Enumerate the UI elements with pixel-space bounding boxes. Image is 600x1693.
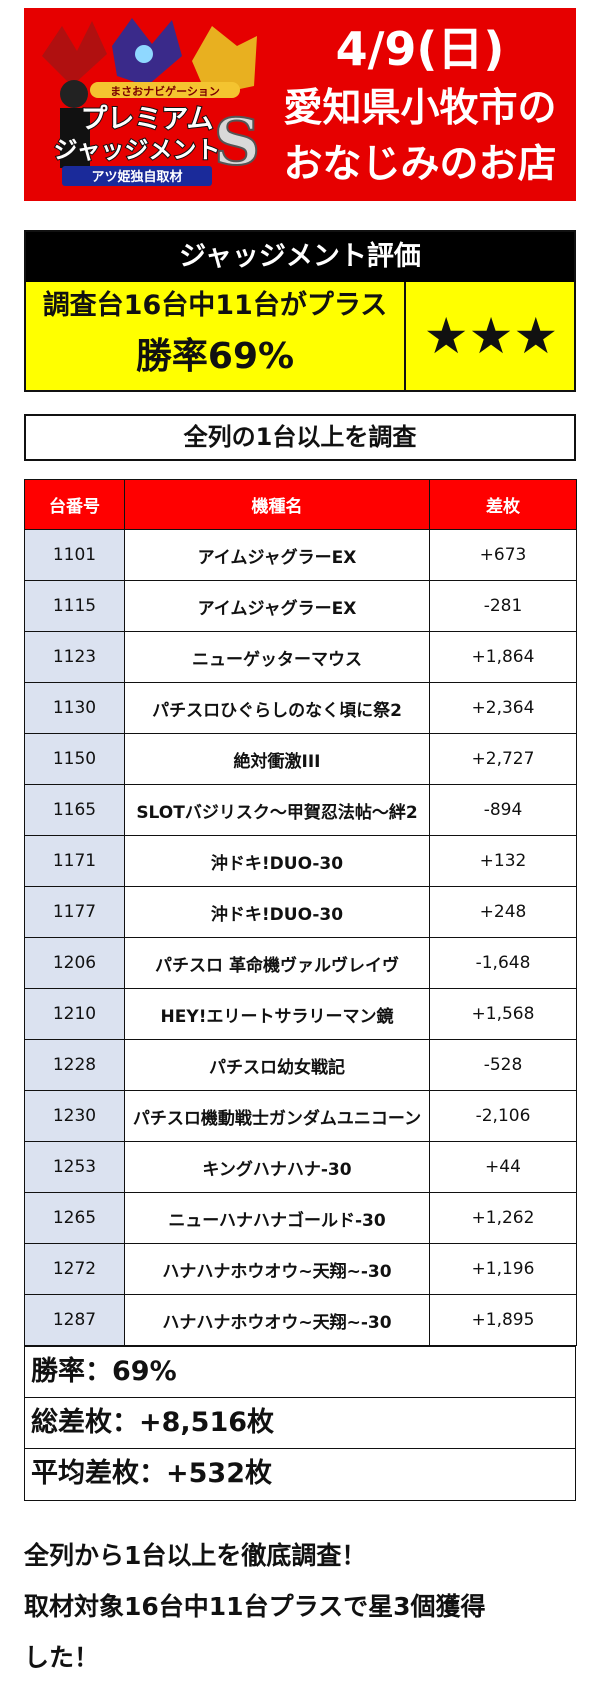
judgment-win-rate: 勝率69% [135, 336, 295, 377]
machine-number: 1210 [24, 988, 125, 1040]
machine-number: 1272 [24, 1243, 125, 1295]
summary-box: 勝率：69% 総差枚：+8,516枚 平均差枚：+532枚 [24, 1346, 576, 1501]
machine-model: パチスロ機動戦士ガンダムユニコーン [124, 1090, 430, 1142]
table-row: 1171 沖ドキ!DUO-30 +132 [24, 835, 577, 887]
machine-model: ニューゲッターマウス [124, 631, 430, 683]
coin-diff: +1,196 [429, 1243, 577, 1295]
judgment-header: ジャッジメント評価 [26, 232, 574, 282]
table-row: 1287 ハナハナホウオウ~天翔~-30 +1,895 [24, 1294, 577, 1346]
logo-main-text-1: プレミアム [80, 104, 213, 135]
coin-diff: +1,568 [429, 988, 577, 1040]
coin-diff: -2,106 [429, 1090, 577, 1142]
coin-diff: +673 [429, 529, 577, 581]
table-row: 1115 アイムジャグラーEX -281 [24, 580, 577, 632]
banner-date: 4/9(日) [335, 22, 505, 76]
coin-diff: +1,262 [429, 1192, 577, 1244]
summary-average-diff: 平均差枚：+532枚 [31, 1458, 272, 1489]
machine-model: 沖ドキ!DUO-30 [124, 835, 430, 887]
table-row: 1272 ハナハナホウオウ~天翔~-30 +1,196 [24, 1243, 577, 1295]
machine-number: 1206 [24, 937, 125, 989]
summary-total-diff: 総差枚：+8,516枚 [25, 1398, 575, 1449]
judgment-body: 調査台16台中11台がプラス 勝率69% ★★★ [26, 282, 574, 390]
table-row: 1210 HEY!エリートサラリーマン鏡 +1,568 [24, 988, 577, 1040]
machine-number: 1228 [24, 1039, 125, 1091]
coin-diff: +248 [429, 886, 577, 938]
machine-number: 1177 [24, 886, 125, 938]
conclusion-line-1: 全列から1台以上を徹底調査！ [24, 1541, 367, 1570]
logo-s-mark: S [214, 105, 260, 180]
coin-diff: +1,895 [429, 1294, 577, 1346]
logo-top-text: まさおナビゲーション [110, 84, 220, 98]
machine-model: HEY!エリートサラリーマン鏡 [124, 988, 430, 1040]
table-row: 1253 キングハナハナ-30 +44 [24, 1141, 577, 1193]
survey-label: 全列の1台以上を調査 [24, 414, 576, 461]
coin-diff: +2,364 [429, 682, 577, 734]
table-row: 1123 ニューゲッターマウス +1,864 [24, 631, 577, 683]
machine-model: パチスロ幼女戦記 [124, 1039, 430, 1091]
machine-number: 1287 [24, 1294, 125, 1346]
table-row: 1228 パチスロ幼女戦記 -528 [24, 1039, 577, 1091]
header-banner: まさおナビゲーション プレミアム ジャッジメント S アツ姫独自取材 4/9(日… [24, 8, 576, 201]
table-row: 1265 ニューハナハナゴールド-30 +1,262 [24, 1192, 577, 1244]
machine-number: 1150 [24, 733, 125, 785]
table-header-row: 台番号 機種名 差枚 [24, 479, 577, 530]
summary-win-rate: 勝率：69% [25, 1347, 575, 1398]
machine-number: 1230 [24, 1090, 125, 1142]
premium-judgment-logo: まさおナビゲーション プレミアム ジャッジメント S アツ姫独自取材 [32, 16, 264, 193]
coin-diff: -1,648 [429, 937, 577, 989]
coin-diff: -528 [429, 1039, 577, 1091]
machine-number: 1165 [24, 784, 125, 836]
table-row: 1101 アイムジャグラーEX +673 [24, 529, 577, 581]
conclusion-line-2: 取材対象16台中11台プラスで星3個獲得 [24, 1592, 486, 1621]
coin-diff: -894 [429, 784, 577, 836]
machine-number: 1115 [24, 580, 125, 632]
judgment-box: ジャッジメント評価 調査台16台中11台がプラス 勝率69% ★★★ [24, 230, 576, 392]
judgment-plus-count: 調査台16台中11台がプラス [42, 290, 388, 321]
machine-model: パチスロ 革命機ヴァルヴレイヴ [124, 937, 430, 989]
table-row: 1177 沖ドキ!DUO-30 +248 [24, 886, 577, 938]
coin-diff: +2,727 [429, 733, 577, 785]
machine-number: 1123 [24, 631, 125, 683]
machine-model: キングハナハナ-30 [124, 1141, 430, 1193]
machine-model: ハナハナホウオウ~天翔~-30 [124, 1243, 430, 1295]
table-row: 1130 パチスロひぐらしのなく頃に祭2 +2,364 [24, 682, 577, 734]
machine-model: 沖ドキ!DUO-30 [124, 886, 430, 938]
machine-number: 1171 [24, 835, 125, 887]
coin-diff: +44 [429, 1141, 577, 1193]
star-rating: ★★★ [423, 307, 559, 365]
coin-diff: -281 [429, 580, 577, 632]
conclusion-text: 全列から1台以上を徹底調査！ 取材対象16台中11台プラスで星3個獲得 した！ [24, 1530, 584, 1683]
column-header-number: 台番号 [24, 479, 125, 530]
column-header-diff: 差枚 [429, 479, 577, 530]
machine-model: ハナハナホウオウ~天翔~-30 [124, 1294, 430, 1346]
table-row: 1230 パチスロ機動戦士ガンダムユニコーン -2,106 [24, 1090, 577, 1142]
table-row: 1165 SLOTバジリスク～甲賀忍法帖～絆2 -894 [24, 784, 577, 836]
machine-number: 1101 [24, 529, 125, 581]
table-row: 1206 パチスロ 革命機ヴァルヴレイヴ -1,648 [24, 937, 577, 989]
machine-number: 1265 [24, 1192, 125, 1244]
machine-model: SLOTバジリスク～甲賀忍法帖～絆2 [124, 784, 430, 836]
coin-diff: +132 [429, 835, 577, 887]
column-header-model: 機種名 [124, 479, 430, 530]
coin-diff: +1,864 [429, 631, 577, 683]
logo-badge-text: アツ姫独自取材 [91, 169, 182, 185]
machine-model: アイムジャグラーEX [124, 529, 430, 581]
machine-model: 絶対衝激III [124, 733, 430, 785]
machine-number: 1130 [24, 682, 125, 734]
logo-main-text-2: ジャッジメント [54, 136, 221, 164]
conclusion-line-3: した！ [24, 1643, 100, 1672]
machine-model: アイムジャグラーEX [124, 580, 430, 632]
machine-number: 1253 [24, 1141, 125, 1193]
banner-store: おなじみのお店 [283, 142, 557, 187]
machine-results-table: 台番号 機種名 差枚 1101 アイムジャグラーEX +673 1115 アイムジャグ… [24, 479, 577, 1346]
machine-model: ニューハナハナゴールド-30 [124, 1192, 430, 1244]
banner-title: 4/9(日) 愛知県小牧市の おなじみのお店 [264, 8, 576, 201]
machine-model: パチスロひぐらしのなく頃に祭2 [124, 682, 430, 734]
judgment-result: 調査台16台中11台がプラス 勝率69% [26, 282, 406, 390]
table-row: 1150 絶対衝激III +2,727 [24, 733, 577, 785]
banner-location: 愛知県小牧市の [283, 86, 557, 131]
